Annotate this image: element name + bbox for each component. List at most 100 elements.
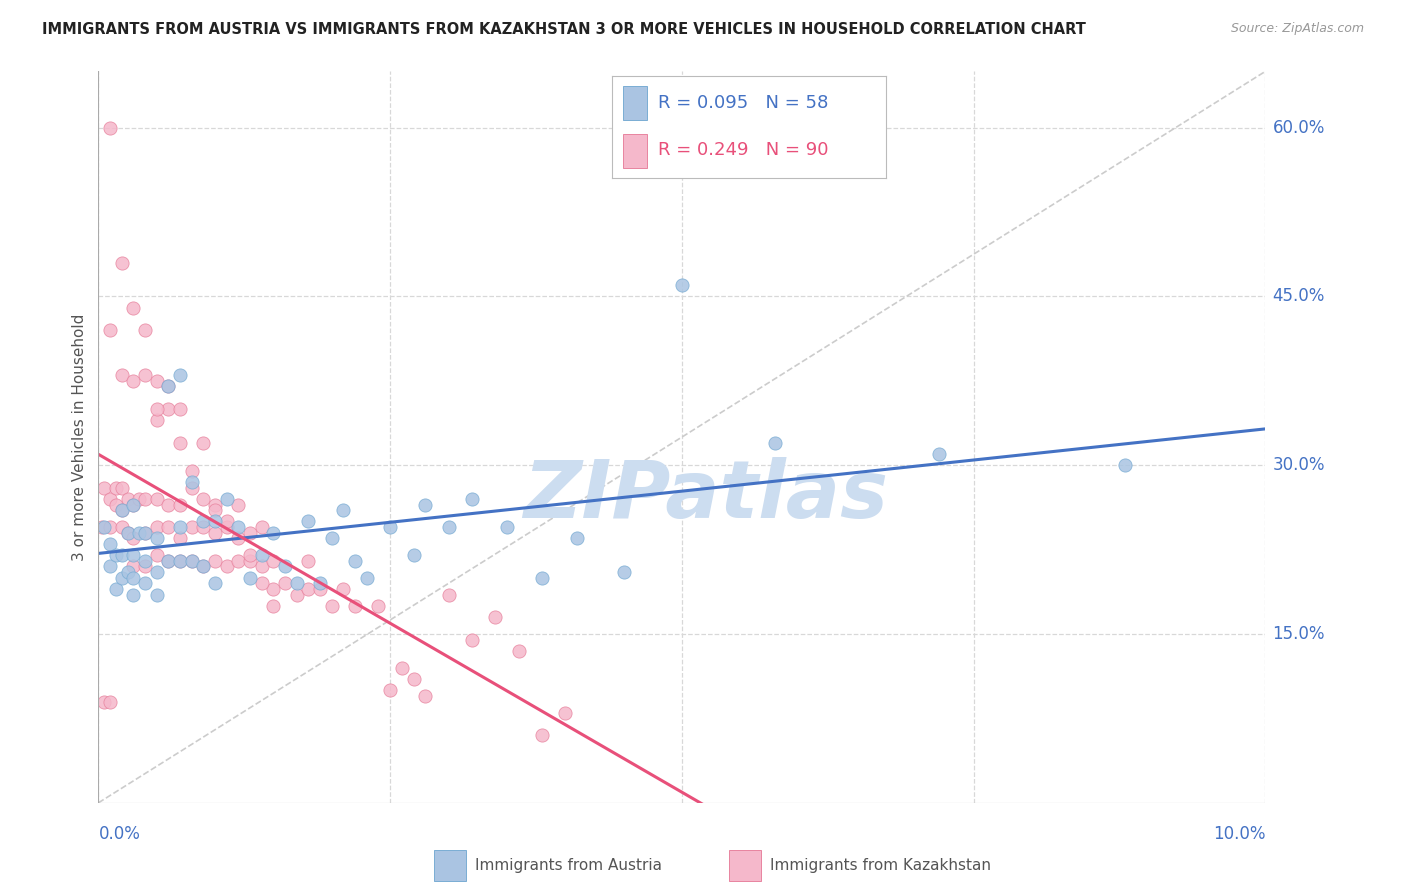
- Point: [378, 683, 402, 698]
- Point: [344, 554, 367, 568]
- Point: [297, 515, 319, 529]
- FancyBboxPatch shape: [623, 87, 647, 120]
- Point: [134, 554, 156, 568]
- Point: [554, 706, 576, 720]
- Point: [98, 559, 121, 574]
- Text: Immigrants from Austria: Immigrants from Austria: [475, 858, 662, 872]
- Text: 60.0%: 60.0%: [1272, 119, 1324, 136]
- Point: [90, 520, 112, 534]
- Point: [111, 520, 134, 534]
- Point: [146, 413, 169, 427]
- Point: [157, 379, 180, 393]
- Point: [356, 571, 378, 585]
- Point: [104, 481, 127, 495]
- Point: [204, 498, 226, 512]
- Point: [274, 576, 297, 591]
- Point: [146, 548, 169, 562]
- Point: [169, 401, 191, 416]
- Point: [1114, 458, 1136, 473]
- Text: IMMIGRANTS FROM AUSTRIA VS IMMIGRANTS FROM KAZAKHSTAN 3 OR MORE VEHICLES IN HOUS: IMMIGRANTS FROM AUSTRIA VS IMMIGRANTS FR…: [42, 22, 1085, 37]
- Point: [134, 491, 156, 506]
- Point: [391, 661, 413, 675]
- Point: [484, 610, 506, 624]
- Point: [530, 571, 553, 585]
- Point: [332, 582, 354, 596]
- Point: [122, 498, 145, 512]
- Point: [93, 694, 115, 708]
- Point: [104, 498, 127, 512]
- Text: 0.0%: 0.0%: [98, 825, 141, 843]
- Point: [122, 588, 145, 602]
- Point: [437, 520, 460, 534]
- Point: [215, 491, 238, 506]
- Point: [169, 368, 191, 383]
- Point: [204, 525, 226, 540]
- Point: [111, 503, 134, 517]
- Point: [93, 481, 115, 495]
- Point: [763, 435, 786, 450]
- Point: [98, 694, 121, 708]
- Point: [180, 554, 202, 568]
- Y-axis label: 3 or more Vehicles in Household: 3 or more Vehicles in Household: [72, 313, 87, 561]
- Text: 30.0%: 30.0%: [1272, 456, 1324, 475]
- Text: R = 0.095   N = 58: R = 0.095 N = 58: [658, 94, 828, 112]
- Point: [367, 599, 389, 613]
- Point: [157, 520, 180, 534]
- Point: [122, 548, 145, 562]
- Point: [297, 554, 319, 568]
- Point: [309, 576, 332, 591]
- Point: [146, 565, 169, 579]
- Point: [204, 554, 226, 568]
- Point: [122, 498, 145, 512]
- Point: [122, 571, 145, 585]
- Point: [274, 559, 297, 574]
- Point: [495, 520, 517, 534]
- Point: [239, 571, 262, 585]
- Point: [180, 520, 202, 534]
- Point: [402, 548, 425, 562]
- Point: [285, 588, 308, 602]
- Point: [321, 532, 343, 546]
- Point: [169, 498, 191, 512]
- Point: [413, 498, 436, 512]
- Point: [321, 599, 343, 613]
- FancyBboxPatch shape: [433, 849, 467, 881]
- Point: [228, 554, 250, 568]
- Point: [98, 520, 121, 534]
- Point: [93, 520, 115, 534]
- Text: 10.0%: 10.0%: [1213, 825, 1265, 843]
- Point: [530, 728, 553, 742]
- Point: [146, 401, 169, 416]
- Point: [157, 554, 180, 568]
- Point: [565, 532, 588, 546]
- Point: [193, 559, 215, 574]
- Point: [134, 525, 156, 540]
- Point: [204, 576, 226, 591]
- Point: [180, 475, 202, 489]
- Point: [262, 582, 284, 596]
- Point: [180, 481, 202, 495]
- Point: [146, 520, 169, 534]
- Point: [111, 255, 134, 269]
- Point: [262, 599, 284, 613]
- Point: [146, 588, 169, 602]
- Point: [239, 554, 262, 568]
- Point: [104, 548, 127, 562]
- Text: R = 0.249   N = 90: R = 0.249 N = 90: [658, 141, 828, 159]
- Point: [239, 548, 262, 562]
- Point: [169, 554, 191, 568]
- Point: [228, 498, 250, 512]
- Point: [146, 491, 169, 506]
- Text: 15.0%: 15.0%: [1272, 625, 1324, 643]
- Point: [250, 576, 273, 591]
- Point: [122, 374, 145, 388]
- Point: [215, 515, 238, 529]
- Point: [215, 559, 238, 574]
- Point: [128, 491, 150, 506]
- Text: 45.0%: 45.0%: [1272, 287, 1324, 305]
- Text: Immigrants from Kazakhstan: Immigrants from Kazakhstan: [770, 858, 991, 872]
- Point: [122, 559, 145, 574]
- Point: [117, 565, 139, 579]
- Point: [157, 379, 180, 393]
- Point: [98, 491, 121, 506]
